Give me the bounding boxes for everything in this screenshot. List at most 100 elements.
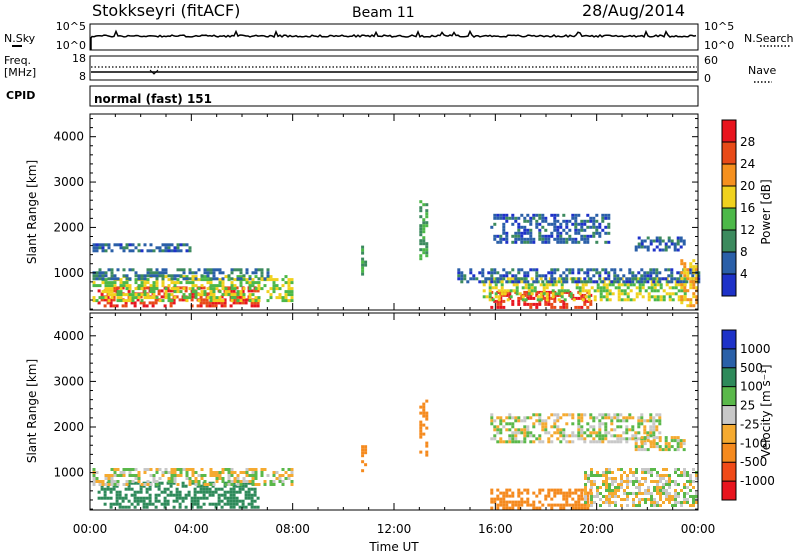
velocity-cell [598, 413, 602, 417]
velocity-cell [617, 483, 620, 486]
power-cell [176, 274, 180, 278]
velocity-cell [662, 474, 665, 477]
power-cell [241, 298, 245, 302]
velocity-region [92, 468, 294, 486]
velocity-cell [587, 480, 590, 483]
velocity-cell [263, 480, 267, 483]
power-cell [200, 274, 204, 278]
power-cell [221, 284, 225, 288]
power-cell [472, 277, 476, 281]
velocity-cell [632, 492, 635, 495]
power-cell [235, 295, 239, 299]
power-cell [695, 277, 699, 281]
velocity-cell [613, 413, 617, 417]
power-cell [190, 295, 194, 299]
power-cell [152, 296, 156, 300]
velocity-cell [614, 495, 617, 498]
power-cell [553, 228, 557, 232]
velocity-cell [505, 428, 509, 432]
power-cell [595, 231, 599, 235]
velocity-cell [629, 468, 632, 471]
power-cell [629, 283, 633, 287]
velocity-cell [232, 484, 236, 488]
power-cell [251, 281, 255, 285]
velocity-cell [425, 450, 429, 454]
power-cell [526, 231, 530, 235]
power-region [361, 245, 368, 276]
power-cell [560, 283, 564, 287]
power-cell [205, 292, 209, 296]
velocity-cell [199, 490, 203, 494]
power-cell [236, 268, 240, 272]
velocity-cell [247, 481, 251, 485]
velocity-cell [217, 496, 221, 500]
velocity-cell [608, 489, 611, 492]
power-cell [256, 304, 260, 308]
velocity-cell [620, 504, 623, 507]
power-cell [599, 286, 603, 290]
power-cell [607, 277, 611, 281]
power-cell [422, 203, 426, 207]
velocity-cell [665, 495, 668, 498]
velocity-cell [665, 489, 668, 492]
velocity-cell [193, 496, 197, 500]
velocity-cell [574, 503, 578, 507]
power-cell [560, 292, 564, 296]
velocity-cell [626, 480, 629, 483]
velocity-cell [419, 411, 423, 415]
velocity-cell [550, 488, 554, 492]
power-cell [526, 293, 530, 297]
power-cell [620, 298, 624, 302]
power-cell [179, 268, 183, 272]
power-cell [635, 292, 639, 296]
velocity-cell [157, 481, 161, 485]
power-cell [170, 299, 174, 303]
velocity-cell [538, 413, 542, 417]
velocity-cell [514, 437, 518, 441]
power-cell [649, 242, 653, 246]
power-cell [223, 304, 227, 308]
power-cell [658, 277, 662, 281]
power-cell [113, 281, 117, 285]
power-cell [589, 225, 593, 229]
velocity-cell [634, 448, 638, 452]
power-cell [571, 213, 575, 217]
velocity-cell [589, 440, 593, 444]
velocity-cell [547, 503, 551, 507]
velocity-cell [160, 490, 164, 494]
velocity-cell [602, 480, 605, 483]
power-cell [269, 278, 273, 282]
power-cell [500, 283, 504, 287]
power-cell [577, 277, 581, 281]
power-cell [499, 240, 503, 244]
velocity-cell [281, 480, 285, 483]
power-cell [514, 219, 518, 223]
velocity-cell [154, 493, 158, 497]
power-cell [496, 271, 500, 275]
velocity-cell [253, 499, 257, 503]
velocity-region [419, 399, 429, 457]
velocity-cell [124, 493, 128, 497]
velocity-cell [520, 440, 524, 444]
velocity-cell [121, 499, 125, 503]
velocity-cell [245, 474, 249, 477]
velocity-cell [223, 502, 227, 506]
velocity-cell [133, 496, 137, 500]
station-title: Stokkseyri (fitACF) [92, 1, 240, 20]
velocity-cell [214, 502, 218, 506]
power-cell [674, 283, 678, 287]
power-cell [608, 292, 612, 296]
velocity-cell [652, 431, 656, 435]
power-cell [422, 239, 426, 243]
velocity-cell [652, 425, 656, 429]
power-cell [596, 286, 600, 290]
velocity-cell [580, 503, 584, 507]
velocity-cell [520, 500, 524, 504]
velocity-cell [247, 496, 251, 500]
velocity-cell [649, 413, 653, 417]
power-cell [212, 284, 216, 288]
power-cell [491, 298, 495, 302]
power-cell [104, 290, 108, 294]
power-cell [419, 233, 423, 237]
velocity-cell [571, 416, 575, 420]
